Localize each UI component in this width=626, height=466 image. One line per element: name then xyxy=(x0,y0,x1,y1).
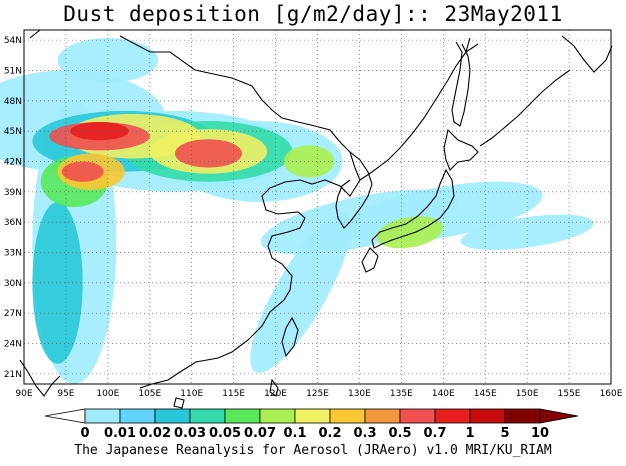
colorbar-label: 0.07 xyxy=(244,426,276,440)
dust-contour xyxy=(283,145,335,178)
colorbar-label: 10 xyxy=(531,426,549,440)
colorbar-box xyxy=(224,408,261,424)
lat-tick-label: 54N xyxy=(4,36,22,46)
lon-tick-label: 140E xyxy=(432,389,455,399)
gridlines xyxy=(24,30,611,384)
lon-tick-label: 125E xyxy=(306,389,329,399)
map-frame xyxy=(23,29,612,385)
coastline-hainan xyxy=(173,397,185,409)
lat-tick-label: 51N xyxy=(4,66,22,76)
lon-tick-label: 105E xyxy=(138,389,161,399)
lon-tick-label: 115E xyxy=(222,389,245,399)
lat-tick-label: 33N xyxy=(4,249,22,259)
lon-tick-label: 90E xyxy=(15,389,32,399)
lat-tick-label: 36N xyxy=(4,218,22,228)
coastline-russia xyxy=(359,37,479,181)
colorbar-box xyxy=(434,408,471,424)
lon-tick-label: 145E xyxy=(474,389,497,399)
coastline-hokkaido xyxy=(443,128,479,171)
coastline-indochina xyxy=(19,359,61,397)
coastline-kyushu xyxy=(361,247,379,273)
colorbar-label: 0.7 xyxy=(423,426,446,440)
coastline-kurils xyxy=(479,69,571,147)
colorbar-box xyxy=(189,408,226,424)
dust-contour xyxy=(70,122,129,141)
colorbar-label: 0.1 xyxy=(283,426,306,440)
colorbar-label: 0.05 xyxy=(209,426,241,440)
colorbar-label: 0.01 xyxy=(104,426,136,440)
colorbar: 0 0.01 0.02 0.03 0.05 0.07 0.1 0.2 0.3 0.5 0.7 1 5 10 xyxy=(44,408,579,440)
colorbar-box xyxy=(364,408,401,424)
colorbar-min-triangle xyxy=(44,408,86,424)
dust-contour xyxy=(32,201,83,364)
footer-credit: The Japanese Reanalysis for Aerosol (JRA… xyxy=(74,443,552,458)
colorbar-box xyxy=(504,408,541,424)
lon-tick-label: 130E xyxy=(348,389,371,399)
dust-contour xyxy=(460,214,594,250)
coastline-taiwan xyxy=(281,316,299,358)
colorbar-box xyxy=(469,408,506,424)
lon-tick-label: 100E xyxy=(96,389,119,399)
colorbar-box xyxy=(259,408,296,424)
colorbar-label: 5 xyxy=(500,426,509,440)
colorbar-label: 1 xyxy=(465,426,474,440)
coastline-honshu xyxy=(371,168,455,249)
lon-tick-label: 95E xyxy=(57,389,74,399)
coastline-sakhalin xyxy=(451,41,471,127)
colorbar-label: 0.5 xyxy=(388,426,411,440)
colorbar-box xyxy=(294,408,331,424)
dust-map: 90E 95E 100E 105E 110E 115E 120E 125E 130E 135E 14… xyxy=(0,29,623,440)
lat-tick-label: 39N xyxy=(4,188,22,198)
coastline-kamchatka xyxy=(561,35,613,73)
colorbar-label: 0 xyxy=(80,426,89,440)
lat-tick-label: 48N xyxy=(4,97,22,107)
lat-tick-label: 42N xyxy=(4,157,22,167)
lat-tick-label: 27N xyxy=(4,309,22,319)
colorbar-box xyxy=(329,408,366,424)
colorbar-label: 0.03 xyxy=(174,426,206,440)
dust-contour xyxy=(57,38,159,83)
colorbar-box xyxy=(84,408,121,424)
dust-contour xyxy=(61,161,104,182)
lon-tick-label: 110E xyxy=(180,389,203,399)
lat-tick-label: 30N xyxy=(4,279,22,289)
lat-tick-label: 21N xyxy=(4,370,22,380)
dust-contour xyxy=(376,216,443,249)
colorbar-max-triangle xyxy=(539,408,579,424)
lon-tick-label: 120E xyxy=(264,389,287,399)
map-title: Dust deposition [g/m2/day]:: 23May2011 xyxy=(63,2,563,26)
colorbar-label: 0.3 xyxy=(353,426,376,440)
colorbar-box xyxy=(399,408,436,424)
dust-contour xyxy=(250,213,352,373)
colorbar-box xyxy=(154,408,191,424)
lon-tick-label: 150E xyxy=(516,389,539,399)
coastline-china xyxy=(29,29,361,389)
lat-tick-label: 24N xyxy=(4,340,22,350)
colorbar-label: 0.2 xyxy=(318,426,341,440)
colorbar-box xyxy=(119,408,156,424)
coastlines xyxy=(19,29,613,409)
lat-tick-label: 45N xyxy=(4,127,22,137)
lon-tick-label: 135E xyxy=(390,389,413,399)
axis-labels: 90E 95E 100E 105E 110E 115E 120E 125E 130E 135E 14… xyxy=(4,36,623,399)
coastline-luzon xyxy=(269,378,279,397)
dust-contour xyxy=(174,139,243,168)
lon-tick-label: 155E xyxy=(558,389,581,399)
lon-tick-label: 160E xyxy=(600,389,623,399)
colorbar-label: 0.02 xyxy=(139,426,171,440)
